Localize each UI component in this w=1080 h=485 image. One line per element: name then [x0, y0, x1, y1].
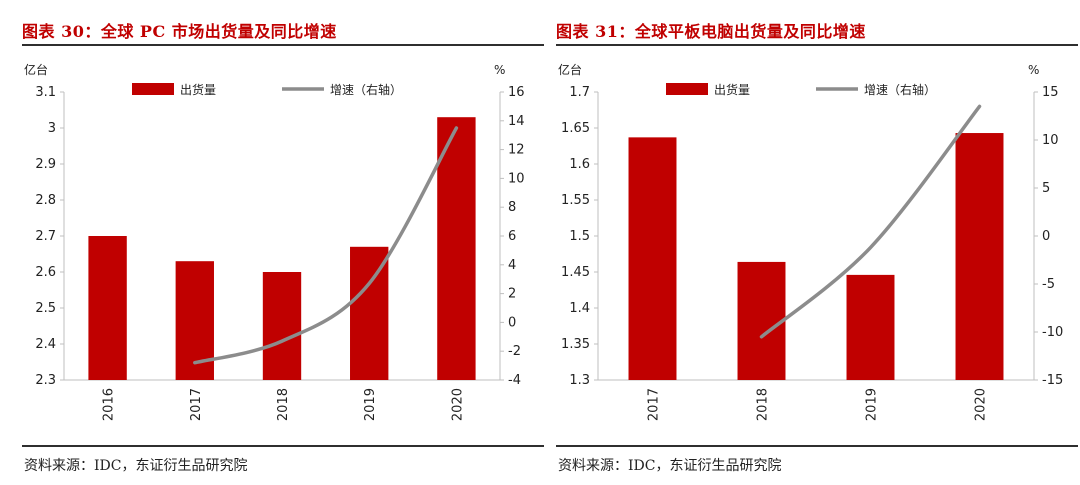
- chart-panel-pc: 图表 30：全球 PC 市场出货量及同比增速 亿台% 2.3 2.4 2.5 2.6 2.…: [22, 0, 544, 485]
- y-right-tick-label: 0: [508, 315, 516, 330]
- chart-title: 图表 30：全球 PC 市场出货量及同比增速: [22, 22, 337, 41]
- y-right-tick-label: -5: [1042, 277, 1055, 292]
- y-right-tick-label: -10: [1042, 325, 1063, 340]
- chart-panel-tablet: 图表 31：全球平板电脑出货量及同比增速 亿台% 1.3 1.35 1.4 1.45 1.…: [556, 0, 1078, 485]
- bar-2019: [846, 274, 895, 380]
- y-axis-left-unit: 亿台: [558, 62, 582, 77]
- y-left-tick-label: 1.6: [569, 157, 590, 172]
- y-left-tick-label: 1.45: [561, 265, 590, 280]
- y-left-tick-label: 1.4: [569, 301, 590, 316]
- legend-line-label: 增速（右轴）: [330, 82, 402, 97]
- x-tick-label: 2020: [450, 388, 465, 421]
- x-tick-label: 2017: [189, 388, 204, 421]
- tablet-shipments-chart: 亿台 % 1.3 1.35 1.4 1.45 1.5 1.55 1.6 1.65 1.7 -15 -10…: [558, 62, 1063, 421]
- x-tick-label: 2018: [276, 388, 291, 421]
- y-right-tick-label: 8: [508, 200, 516, 215]
- y-right-tick-label: 10: [1042, 133, 1059, 148]
- bar-2018: [737, 261, 786, 380]
- bar-2016: [88, 236, 127, 380]
- bar-2020: [955, 133, 1004, 380]
- bar-2017: [628, 137, 677, 380]
- source-rule: [22, 445, 544, 447]
- y-left-tick-label: 2.4: [35, 337, 56, 352]
- x-tick-label: 2019: [865, 388, 880, 421]
- y-right-tick-label: 15: [1042, 85, 1059, 100]
- y-left-tick-label: 2.6: [35, 265, 56, 280]
- bar-2019: [350, 246, 389, 380]
- x-tick-label: 2019: [363, 388, 378, 421]
- pc-shipments-chart: 亿台 % 2.3 2.4 2.5 2.6 2.7 2.8 2.9 3 3.1 -4 -2 0 2 4 6 8 10 1…: [24, 62, 525, 421]
- y-right-tick-label: 12: [508, 143, 525, 158]
- growth-rate-line: [193, 126, 459, 365]
- y-left-tick-label: 2.7: [35, 229, 56, 244]
- legend-bar-label: 出货量: [714, 82, 750, 97]
- y-axis-right-unit: %: [1028, 63, 1039, 77]
- y-left-tick-label: 2.5: [35, 301, 56, 316]
- chart-title: 图表 31：全球平板电脑出货量及同比增速: [556, 22, 866, 41]
- y-left-tick-label: 1.35: [561, 337, 590, 352]
- y-right-tick-label: -15: [1042, 373, 1063, 388]
- y-left-tick-label: 3: [48, 121, 56, 136]
- source-note: 资料来源：IDC，东证衍生品研究院: [558, 458, 782, 474]
- legend-bar-swatch: [132, 83, 174, 95]
- x-tick-label: 2016: [102, 388, 117, 421]
- title-rule: [556, 44, 1078, 46]
- y-right-tick-label: 16: [508, 85, 525, 100]
- source-note: 资料来源：IDC，东证衍生品研究院: [24, 458, 248, 474]
- legend-bar-swatch: [666, 83, 708, 95]
- y-right-tick-label: 0: [1042, 229, 1050, 244]
- x-tick-label: 2020: [974, 388, 989, 421]
- x-tick-label: 2017: [647, 388, 662, 421]
- y-left-tick-label: 2.9: [35, 157, 56, 172]
- y-right-tick-label: 5: [1042, 181, 1050, 196]
- y-left-tick-label: 1.5: [569, 229, 590, 244]
- y-right-tick-label: 10: [508, 171, 525, 186]
- y-left-tick-label: 1.3: [569, 373, 590, 388]
- growth-rate-line: [759, 104, 982, 339]
- y-left-tick-label: 3.1: [35, 85, 56, 100]
- y-axis-left-unit: 亿台: [24, 62, 48, 77]
- x-tick-label: 2018: [756, 388, 771, 421]
- y-right-tick-label: 6: [508, 229, 516, 244]
- y-right-tick-label: -4: [508, 373, 521, 388]
- y-left-tick-label: 1.65: [561, 121, 590, 136]
- y-axis-right-unit: %: [494, 63, 505, 77]
- y-left-tick-label: 2.8: [35, 193, 56, 208]
- bar-2018: [262, 272, 302, 380]
- legend-bar-label: 出货量: [180, 82, 216, 97]
- y-left-tick-label: 1.7: [569, 85, 590, 100]
- y-right-tick-label: 2: [508, 287, 516, 302]
- y-right-tick-label: 14: [508, 114, 525, 129]
- title-rule: [22, 44, 544, 46]
- legend-line-label: 增速（右轴）: [864, 82, 936, 97]
- y-left-tick-label: 1.55: [561, 193, 590, 208]
- source-rule: [556, 445, 1078, 447]
- y-right-tick-label: 4: [508, 258, 516, 273]
- bar-2020: [437, 117, 476, 380]
- y-right-tick-label: -2: [508, 344, 521, 359]
- y-left-tick-label: 2.3: [35, 373, 56, 388]
